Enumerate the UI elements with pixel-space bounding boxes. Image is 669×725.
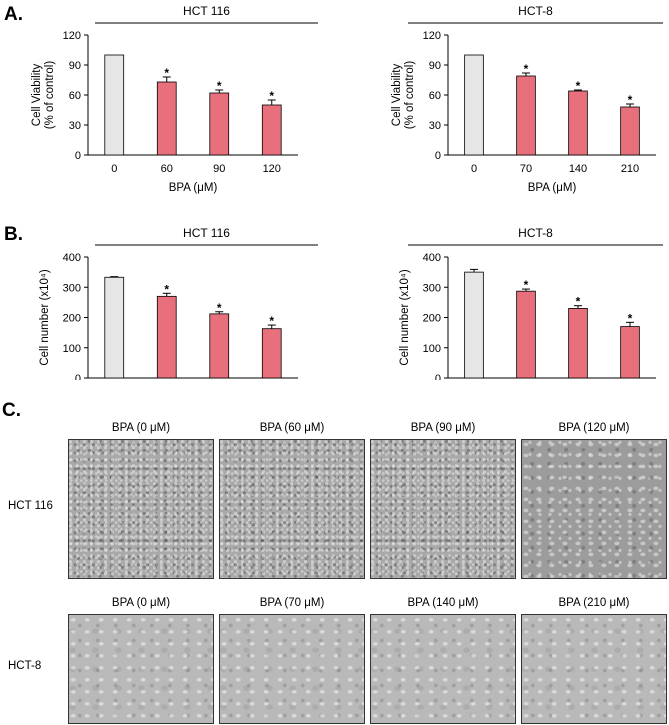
significance-star-b2: *	[576, 295, 581, 309]
x-tick-label-a1: 60	[161, 163, 173, 175]
x-tick-label-a1: 90	[213, 163, 225, 175]
y-tick-label-a2: 60	[429, 90, 441, 102]
y-tick-label-b2: 100	[423, 343, 441, 355]
micrograph-row-label: HCT-8	[8, 660, 42, 672]
y-tick-label-a2: 90	[429, 60, 441, 72]
micrograph-caption: BPA (90 μM)	[410, 422, 476, 434]
y-axis-label-a1: (% of control)	[44, 61, 56, 130]
significance-star-a2: *	[628, 93, 633, 107]
x-tick-label-a2: 0	[471, 163, 477, 175]
panel-letter-b: B.	[4, 224, 23, 245]
significance-star-b1: *	[217, 301, 222, 315]
micrograph-caption: BPA (70 μM)	[259, 597, 325, 609]
y-axis-label-b1: Cell number (x10⁴)	[39, 269, 51, 366]
micrograph-image	[370, 439, 516, 579]
y-tick-label-a1: 60	[69, 90, 81, 102]
micrograph-image	[68, 614, 214, 724]
x-tick-label-a1: 0	[111, 163, 117, 175]
bar-a2	[620, 106, 640, 156]
significance-star-b1: *	[164, 282, 169, 296]
bar-b2	[464, 271, 484, 379]
bar-a1	[104, 54, 125, 156]
y-tick-label-a2: 120	[423, 30, 441, 42]
y-tick-label-a1: 30	[69, 120, 81, 132]
bar-a1	[261, 104, 282, 156]
panel-letter-c: C.	[2, 400, 21, 421]
y-tick-label-b1: 200	[63, 313, 81, 325]
y-tick-label-b2: 300	[423, 282, 441, 294]
micrograph-image	[521, 614, 667, 724]
panel-letter-a: A.	[4, 4, 23, 25]
bar-a1	[209, 92, 230, 156]
chart-title-b1: HCT 116	[183, 226, 230, 240]
micrograph-image	[370, 614, 516, 724]
micrograph-row-label: HCT 116	[8, 500, 53, 512]
chart-title-b2: HCT-8	[518, 226, 553, 240]
bar-a2	[516, 75, 536, 156]
chart-title-a2: HCT-8	[518, 4, 553, 18]
y-axis-label-b2: Cell number (x10⁴)	[399, 269, 411, 366]
bar-a1	[156, 81, 177, 156]
x-tick-label-a2: 210	[621, 163, 639, 175]
y-tick-label-a1: 0	[75, 150, 81, 162]
significance-star-b1: *	[269, 314, 274, 328]
y-axis-label-a2: (% of control)	[404, 61, 416, 130]
significance-star-b2: *	[524, 278, 529, 292]
bar-a2	[464, 54, 484, 156]
x-tick-label-a2: 70	[520, 163, 532, 175]
y-tick-label-b2: 200	[423, 313, 441, 325]
micrograph-caption: BPA (210 μM)	[558, 597, 630, 609]
bar-b1	[209, 313, 230, 379]
significance-star-a2: *	[524, 62, 529, 76]
micrograph-image	[219, 439, 365, 579]
significance-star-a1: *	[217, 79, 222, 93]
significance-star-a1: *	[269, 89, 274, 103]
bar-b2	[516, 290, 536, 379]
y-tick-label-b2: 400	[423, 252, 441, 264]
bar-a2	[568, 90, 588, 156]
bar-b2	[620, 326, 640, 379]
micrograph-caption: BPA (120 μM)	[558, 422, 630, 434]
x-axis-label-a2: BPA (μM)	[528, 182, 577, 194]
y-tick-label-a2: 0	[435, 150, 441, 162]
bar-b1	[104, 276, 125, 379]
y-tick-label-a2: 30	[429, 120, 441, 132]
micrograph-image	[68, 439, 214, 579]
bar-b2	[568, 308, 588, 379]
y-tick-label-b1: 0	[75, 373, 81, 380]
micrograph-caption: BPA (0 μM)	[111, 597, 171, 609]
micrograph-image	[219, 614, 365, 724]
x-axis-label-a1: BPA (μM)	[169, 182, 218, 194]
significance-star-a2: *	[576, 79, 581, 93]
y-tick-label-b1: 100	[63, 343, 81, 355]
y-axis-label-a1: Cell Viability	[31, 64, 43, 127]
y-tick-label-b1: 300	[63, 282, 81, 294]
significance-star-a1: *	[164, 66, 169, 80]
chart-title-a1: HCT 116	[183, 4, 230, 18]
y-axis-label-a2: Cell Viability	[391, 64, 403, 127]
y-tick-label-a1: 90	[69, 60, 81, 72]
y-tick-label-b2: 0	[435, 373, 441, 380]
x-tick-label-a2: 140	[569, 163, 587, 175]
micrograph-caption: BPA (140 μM)	[407, 597, 479, 609]
bar-b1	[156, 295, 177, 379]
bar-b1	[261, 328, 282, 379]
micrograph-image	[521, 439, 667, 579]
x-tick-label-a1: 120	[263, 163, 281, 175]
y-tick-label-a1: 120	[63, 30, 81, 42]
y-tick-label-b1: 400	[63, 252, 81, 264]
micrograph-caption: BPA (0 μM)	[111, 422, 171, 434]
significance-star-b2: *	[628, 311, 633, 325]
micrograph-caption: BPA (60 μM)	[259, 422, 325, 434]
